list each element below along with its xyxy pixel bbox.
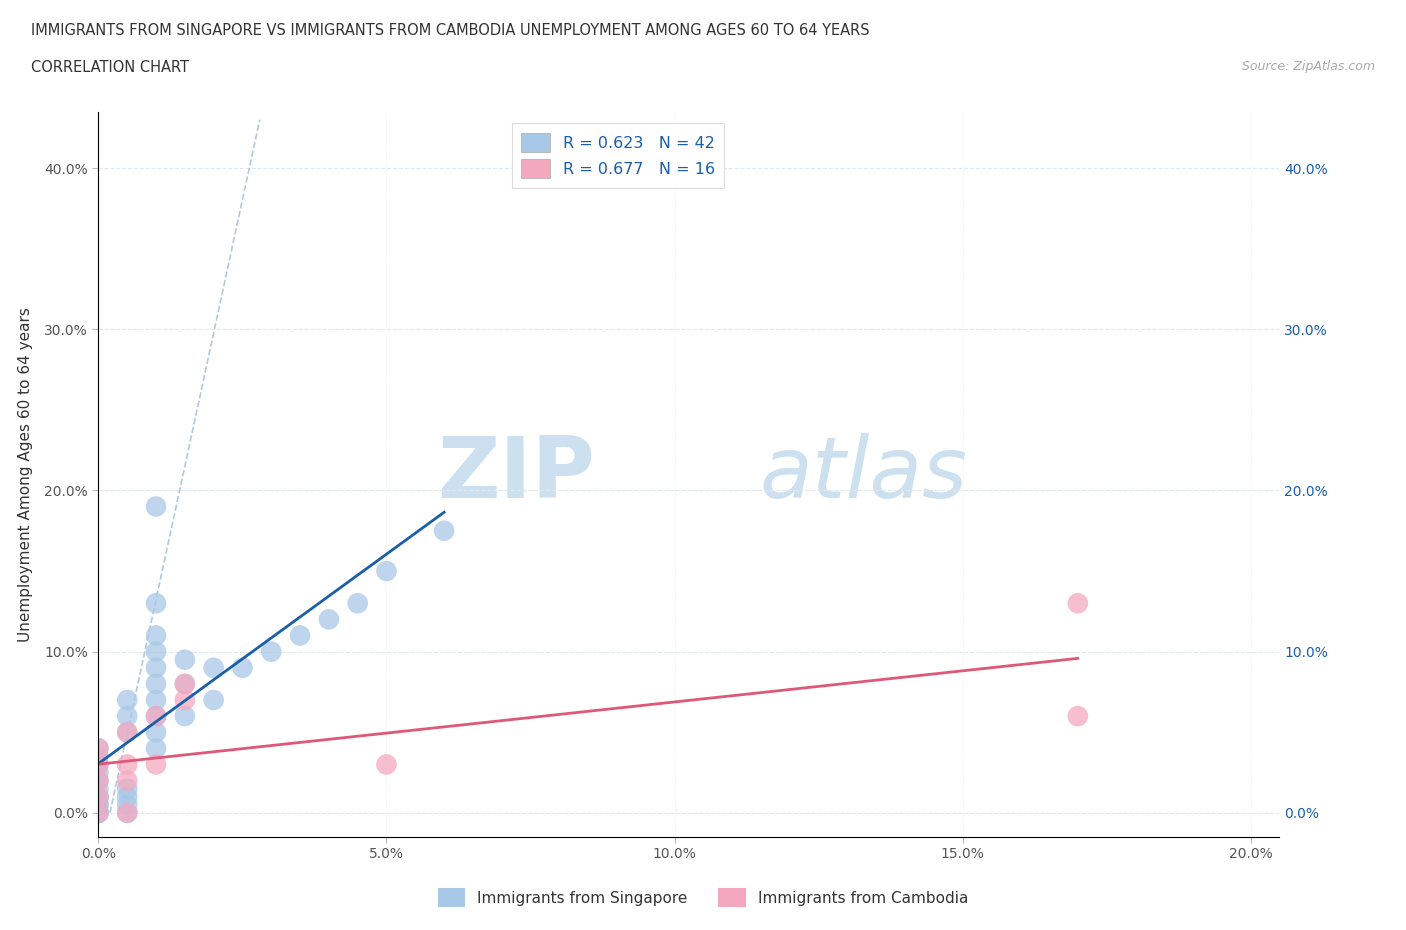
- Point: [87, 757, 110, 772]
- Point: [145, 660, 167, 675]
- Y-axis label: Unemployment Among Ages 60 to 64 years: Unemployment Among Ages 60 to 64 years: [18, 307, 32, 642]
- Point: [115, 805, 138, 820]
- Text: IMMIGRANTS FROM SINGAPORE VS IMMIGRANTS FROM CAMBODIA UNEMPLOYMENT AMONG AGES 60: IMMIGRANTS FROM SINGAPORE VS IMMIGRANTS …: [31, 23, 869, 38]
- Point: [115, 724, 138, 739]
- Point: [87, 749, 110, 764]
- Point: [145, 709, 167, 724]
- Point: [87, 757, 110, 772]
- Point: [145, 644, 167, 659]
- Point: [145, 676, 167, 691]
- Legend: R = 0.623   N = 42, R = 0.677   N = 16: R = 0.623 N = 42, R = 0.677 N = 16: [512, 123, 724, 188]
- Point: [375, 564, 398, 578]
- Point: [87, 790, 110, 804]
- Text: Source: ZipAtlas.com: Source: ZipAtlas.com: [1241, 60, 1375, 73]
- Point: [87, 805, 110, 820]
- Point: [87, 797, 110, 812]
- Point: [87, 773, 110, 788]
- Point: [115, 757, 138, 772]
- Point: [433, 524, 456, 538]
- Text: atlas: atlas: [759, 432, 967, 516]
- Point: [115, 805, 138, 820]
- Point: [87, 773, 110, 788]
- Point: [115, 709, 138, 724]
- Point: [1067, 596, 1090, 611]
- Point: [145, 757, 167, 772]
- Point: [145, 596, 167, 611]
- Legend: Immigrants from Singapore, Immigrants from Cambodia: Immigrants from Singapore, Immigrants fr…: [432, 883, 974, 913]
- Point: [375, 757, 398, 772]
- Point: [318, 612, 340, 627]
- Point: [115, 790, 138, 804]
- Point: [231, 660, 253, 675]
- Point: [288, 628, 311, 643]
- Point: [115, 773, 138, 788]
- Text: ZIP: ZIP: [437, 432, 595, 516]
- Point: [173, 693, 195, 708]
- Point: [87, 741, 110, 756]
- Point: [87, 781, 110, 796]
- Point: [173, 676, 195, 691]
- Point: [202, 693, 225, 708]
- Text: CORRELATION CHART: CORRELATION CHART: [31, 60, 188, 75]
- Point: [346, 596, 368, 611]
- Point: [260, 644, 283, 659]
- Point: [115, 693, 138, 708]
- Point: [173, 676, 195, 691]
- Point: [87, 805, 110, 820]
- Point: [202, 660, 225, 675]
- Point: [87, 790, 110, 804]
- Point: [115, 724, 138, 739]
- Point: [87, 765, 110, 780]
- Point: [173, 652, 195, 667]
- Point: [145, 693, 167, 708]
- Point: [145, 499, 167, 514]
- Point: [87, 790, 110, 804]
- Point: [87, 797, 110, 812]
- Point: [173, 709, 195, 724]
- Point: [145, 741, 167, 756]
- Point: [145, 628, 167, 643]
- Point: [115, 781, 138, 796]
- Point: [87, 805, 110, 820]
- Point: [145, 709, 167, 724]
- Point: [145, 724, 167, 739]
- Point: [1067, 709, 1090, 724]
- Point: [87, 741, 110, 756]
- Point: [87, 805, 110, 820]
- Point: [115, 797, 138, 812]
